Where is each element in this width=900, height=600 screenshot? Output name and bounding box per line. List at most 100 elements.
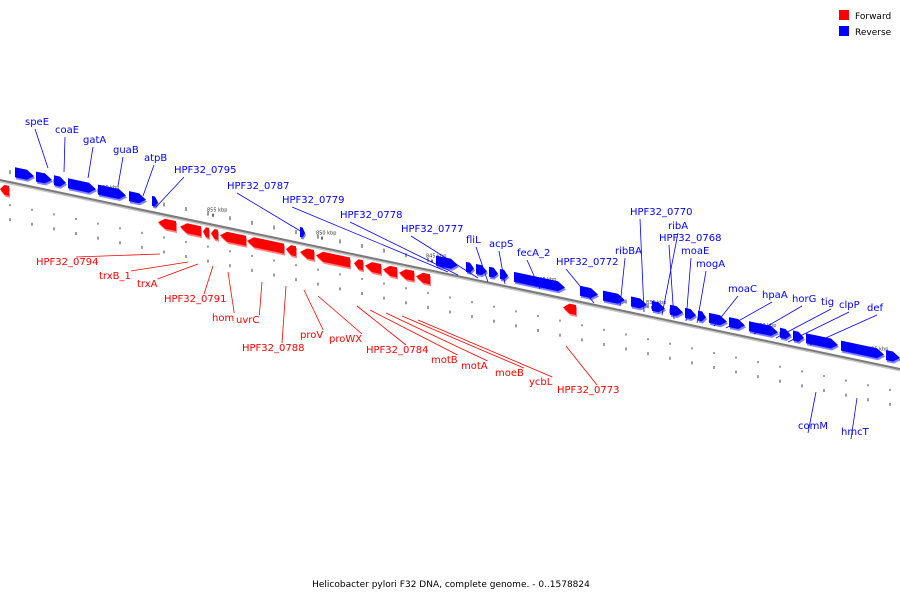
gene-arrow-body xyxy=(98,184,126,199)
genome-caption: Helicobacter pylori F32 DNA, complete ge… xyxy=(312,580,590,590)
gene-arrow xyxy=(466,261,475,275)
gene-arrow-body xyxy=(211,229,218,240)
axis-tick-label: 855 kbp xyxy=(207,208,227,214)
gene-arrow-body xyxy=(886,350,900,362)
gene-arrow-body xyxy=(729,317,745,329)
gene-arrow-body xyxy=(514,271,565,292)
reverse-label-leader xyxy=(142,164,155,197)
forward-gene-label: trxB_1 xyxy=(99,271,131,282)
gene-arrow-body xyxy=(300,248,314,260)
forward-label-leader xyxy=(369,309,458,356)
gene-arrow xyxy=(286,245,297,259)
forward-gene-label: moeB xyxy=(495,368,524,379)
gene-arrow-body xyxy=(0,184,9,196)
reverse-label-leader xyxy=(807,391,817,434)
reverse-label-leader xyxy=(155,176,185,208)
forward-gene-label: proWX xyxy=(329,334,362,345)
reverse-label-leader xyxy=(63,136,66,173)
gene-arrow xyxy=(841,340,885,361)
reverse-label-leader xyxy=(410,235,479,279)
reverse-gene-label: coaE xyxy=(55,125,79,136)
gene-arrow xyxy=(580,285,599,301)
axis-tick-label: 850 kbp xyxy=(316,231,336,237)
gene-arrow-body xyxy=(68,178,96,193)
gene-arrow-body xyxy=(365,262,381,274)
reverse-gene-label: ribA xyxy=(668,221,688,232)
gene-arrow xyxy=(36,171,53,186)
reverse-label-leader xyxy=(87,146,94,179)
gene-arrow xyxy=(15,167,35,182)
forward-gene-label: proV xyxy=(300,330,323,341)
reverse-label-leader xyxy=(668,244,675,320)
gene-arrow xyxy=(514,271,566,294)
reverse-gene-label: def xyxy=(867,303,884,314)
gene-arrow-body xyxy=(152,195,158,207)
reverse-gene-label: gatA xyxy=(83,135,106,146)
forward-gene-label: HPF32_0794 xyxy=(36,257,98,268)
forward-label-leader xyxy=(303,289,324,331)
reverse-gene-label: HPF32_0772 xyxy=(556,257,618,268)
forward-gene-label: ycbL xyxy=(529,377,553,388)
forward-gene-label: HPF32_0773 xyxy=(557,385,619,396)
forward-label-leader xyxy=(130,261,189,272)
gene-arrow xyxy=(68,178,97,195)
forward-gene-label: HPF32_0788 xyxy=(242,343,304,354)
reverse-gene-label: comM xyxy=(798,421,828,432)
gene-arrow xyxy=(211,229,219,242)
gene-arrow-body xyxy=(316,251,350,268)
gene-arrows xyxy=(0,167,900,364)
gene-arrow-body xyxy=(709,312,727,326)
reverse-label-leader xyxy=(117,156,124,187)
reverse-gene-label: fecA_2 xyxy=(517,248,550,259)
gene-arrow xyxy=(300,227,306,240)
gene-arrow-body xyxy=(476,264,487,276)
reverse-label-leader xyxy=(526,259,541,290)
forward-label-leader xyxy=(281,285,287,344)
gene-arrow xyxy=(247,237,285,256)
gene-arrow-body xyxy=(841,340,884,359)
reverse-label-leader xyxy=(661,232,679,316)
reverse-gene-label: hmcT xyxy=(841,427,870,438)
reverse-gene-label: mogA xyxy=(696,259,725,270)
reverse-gene-label: fliL xyxy=(466,235,481,246)
forward-gene-label: HPF32_0791 xyxy=(164,294,226,305)
legend-forward-label: Forward xyxy=(855,12,891,22)
gene-arrow xyxy=(98,184,127,201)
reverse-gene-label: moaC xyxy=(728,284,757,295)
reverse-label-leader xyxy=(713,295,739,327)
forward-label-leader xyxy=(317,295,363,335)
gene-arrow-body xyxy=(652,300,665,313)
gene-arrow xyxy=(698,310,707,324)
gene-arrow xyxy=(729,317,746,331)
gene-arrow-body xyxy=(806,333,838,349)
reverse-label-leader xyxy=(725,301,773,329)
gene-arrow-body xyxy=(247,237,284,254)
gene-arrow xyxy=(129,191,147,206)
reverse-gene-label: HPF32_0768 xyxy=(659,233,721,244)
gene-arrow-body xyxy=(603,290,625,304)
gene-arrow xyxy=(158,218,177,233)
gene-arrow-body xyxy=(300,227,305,238)
reverse-gene-label: HPF32_0778 xyxy=(340,210,402,221)
gene-arrow-body xyxy=(500,269,508,280)
reverse-gene-label: speE xyxy=(25,117,49,128)
legend: Forward Reverse xyxy=(839,10,892,38)
gene-arrow xyxy=(220,231,247,248)
reverse-label-leader xyxy=(349,221,459,276)
gene-arrow-body xyxy=(466,261,474,273)
gene-arrow xyxy=(806,333,839,351)
forward-label-leader xyxy=(565,345,598,386)
gene-arrow-body xyxy=(36,171,52,184)
gene-arrow xyxy=(354,259,364,273)
legend-reverse-swatch xyxy=(839,26,849,36)
gene-arrow xyxy=(489,266,499,280)
reverse-gene-label: HPF32_0779 xyxy=(282,195,344,206)
reverse-label-leader xyxy=(619,257,626,307)
reverse-label-leader xyxy=(787,311,850,343)
legend-reverse-label: Reverse xyxy=(855,28,892,38)
reverse-gene-label: HPF32_0787 xyxy=(227,181,289,192)
gene-arrow xyxy=(563,303,577,317)
reverse-label-leader xyxy=(775,308,832,339)
gene-arrow xyxy=(152,195,159,209)
